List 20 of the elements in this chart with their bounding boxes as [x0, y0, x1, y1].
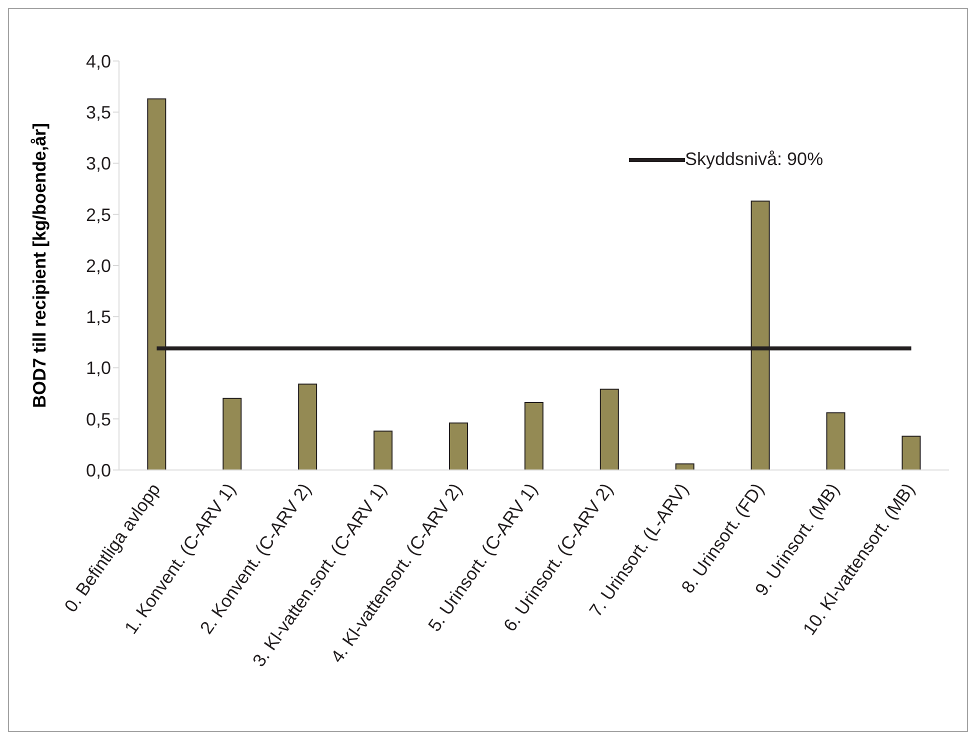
bar [222, 398, 242, 470]
y-tick-label: 1,5 [86, 307, 111, 328]
y-tick-label: 3,0 [86, 154, 111, 174]
bar [298, 384, 318, 470]
bar [448, 422, 468, 470]
bar [374, 430, 393, 470]
legend-label: Skyddsnivå: 90% [685, 149, 824, 170]
bar [524, 402, 544, 470]
bar [675, 463, 694, 470]
bar [902, 436, 921, 470]
y-tick-label: 4,0 [86, 51, 111, 72]
y-tick-label: 0,0 [86, 460, 111, 480]
y-tick-label: 1,0 [86, 358, 111, 378]
bar [826, 412, 846, 470]
y-axis-title: BOD7 till recipient [kg/boende,år] [29, 122, 50, 408]
y-tick-label: 0,5 [86, 409, 111, 430]
y-tick-label: 2,0 [86, 256, 111, 276]
y-tick-label: 3,5 [86, 102, 111, 123]
y-tick-label: 2,5 [86, 204, 111, 225]
bar [600, 388, 619, 470]
